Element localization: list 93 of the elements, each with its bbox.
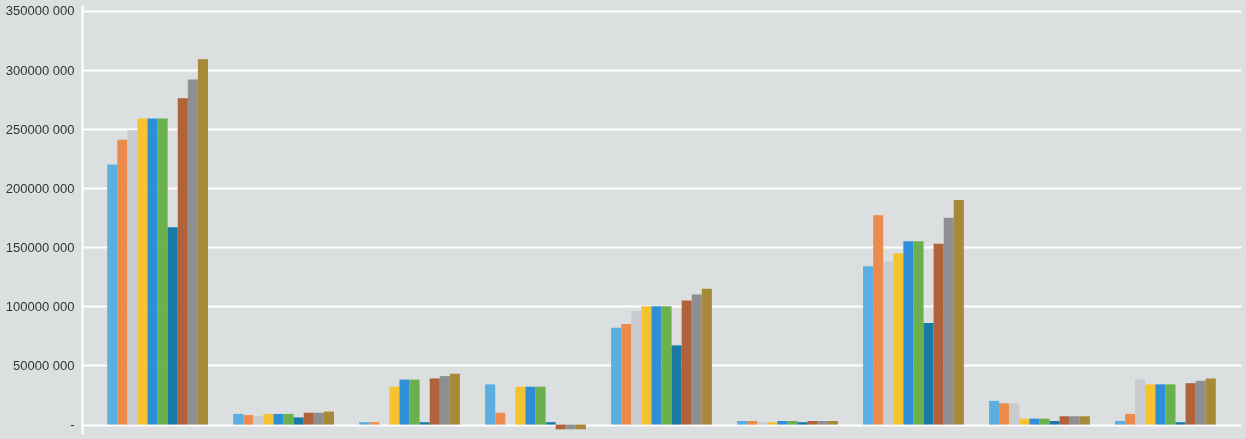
bar <box>873 215 884 425</box>
bar <box>777 421 788 425</box>
bar <box>641 306 652 425</box>
bar <box>127 130 138 425</box>
bar <box>233 413 244 425</box>
bar <box>545 422 556 425</box>
bar <box>621 324 632 425</box>
bar <box>495 412 506 425</box>
bar <box>419 422 430 425</box>
bar <box>1135 379 1146 425</box>
bar <box>137 118 148 425</box>
bar <box>737 421 748 425</box>
y-tick-label: 200000 000 <box>5 180 75 196</box>
bar <box>1185 383 1196 425</box>
bar <box>107 164 118 425</box>
bar <box>167 227 178 425</box>
y-tick-label: 250000 000 <box>5 121 75 137</box>
bar <box>797 422 808 425</box>
bar <box>323 411 334 425</box>
bar <box>953 200 964 425</box>
bar <box>303 412 314 425</box>
bar <box>893 253 904 425</box>
bar <box>187 79 198 425</box>
bar <box>243 415 254 425</box>
bar <box>883 261 894 425</box>
bar <box>389 386 400 425</box>
bar <box>701 288 712 425</box>
bar <box>117 139 128 425</box>
bar <box>1039 418 1050 425</box>
bar <box>535 386 546 425</box>
bar <box>449 373 460 425</box>
bar <box>1155 384 1166 425</box>
bar <box>293 417 304 425</box>
bar <box>989 400 1000 425</box>
bar <box>1205 378 1216 425</box>
bar <box>747 421 758 425</box>
bar <box>525 386 536 425</box>
bar <box>1019 418 1030 425</box>
bar <box>273 413 284 425</box>
bar <box>933 243 944 425</box>
bar <box>313 412 324 425</box>
bar <box>1069 416 1080 425</box>
y-tick-label: 350000 000 <box>5 3 75 19</box>
bar <box>147 118 158 425</box>
bar <box>429 378 440 425</box>
bar <box>661 306 672 425</box>
bar <box>807 421 818 425</box>
bar <box>671 345 682 425</box>
bar <box>817 421 828 425</box>
bar <box>409 379 420 425</box>
bar <box>1059 416 1070 425</box>
bar <box>651 306 662 425</box>
bar <box>1049 421 1060 425</box>
bar <box>903 241 914 425</box>
bar <box>1145 384 1156 425</box>
bar <box>1195 380 1206 425</box>
bar <box>1009 403 1020 425</box>
bar <box>943 217 954 425</box>
bar <box>1115 421 1126 425</box>
bar <box>863 266 874 425</box>
bar <box>399 379 410 425</box>
bar <box>369 422 380 425</box>
bar <box>197 59 208 425</box>
bar <box>923 322 934 425</box>
bar <box>767 422 778 425</box>
bar <box>681 300 692 425</box>
bar <box>611 327 622 425</box>
bar <box>359 422 370 425</box>
bar <box>253 416 264 425</box>
y-tick-label: 100000 000 <box>5 298 75 314</box>
bar <box>999 403 1010 425</box>
bar <box>757 422 768 425</box>
bar <box>691 294 702 425</box>
bar <box>913 241 924 425</box>
y-tick-label: - <box>70 417 75 433</box>
bar <box>827 421 838 425</box>
y-tick-label: 150000 000 <box>5 239 75 255</box>
bar <box>485 384 496 425</box>
bar <box>1175 422 1186 425</box>
bar <box>631 311 642 425</box>
bar <box>439 376 450 425</box>
bar <box>1029 418 1040 425</box>
bar <box>1165 384 1176 425</box>
bar <box>283 413 294 425</box>
bar <box>1125 413 1136 425</box>
y-tick-label: 50000 000 <box>13 357 75 373</box>
y-tick-label: 300000 000 <box>5 62 75 78</box>
bar <box>157 118 168 425</box>
bar <box>1079 416 1090 425</box>
bar <box>515 386 526 425</box>
bar <box>787 421 798 425</box>
bar <box>263 413 274 425</box>
bar <box>177 98 188 425</box>
